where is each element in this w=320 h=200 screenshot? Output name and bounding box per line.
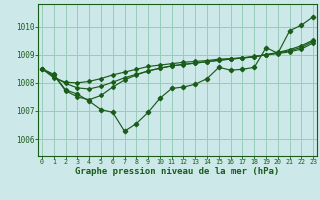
X-axis label: Graphe pression niveau de la mer (hPa): Graphe pression niveau de la mer (hPa) [76,167,280,176]
